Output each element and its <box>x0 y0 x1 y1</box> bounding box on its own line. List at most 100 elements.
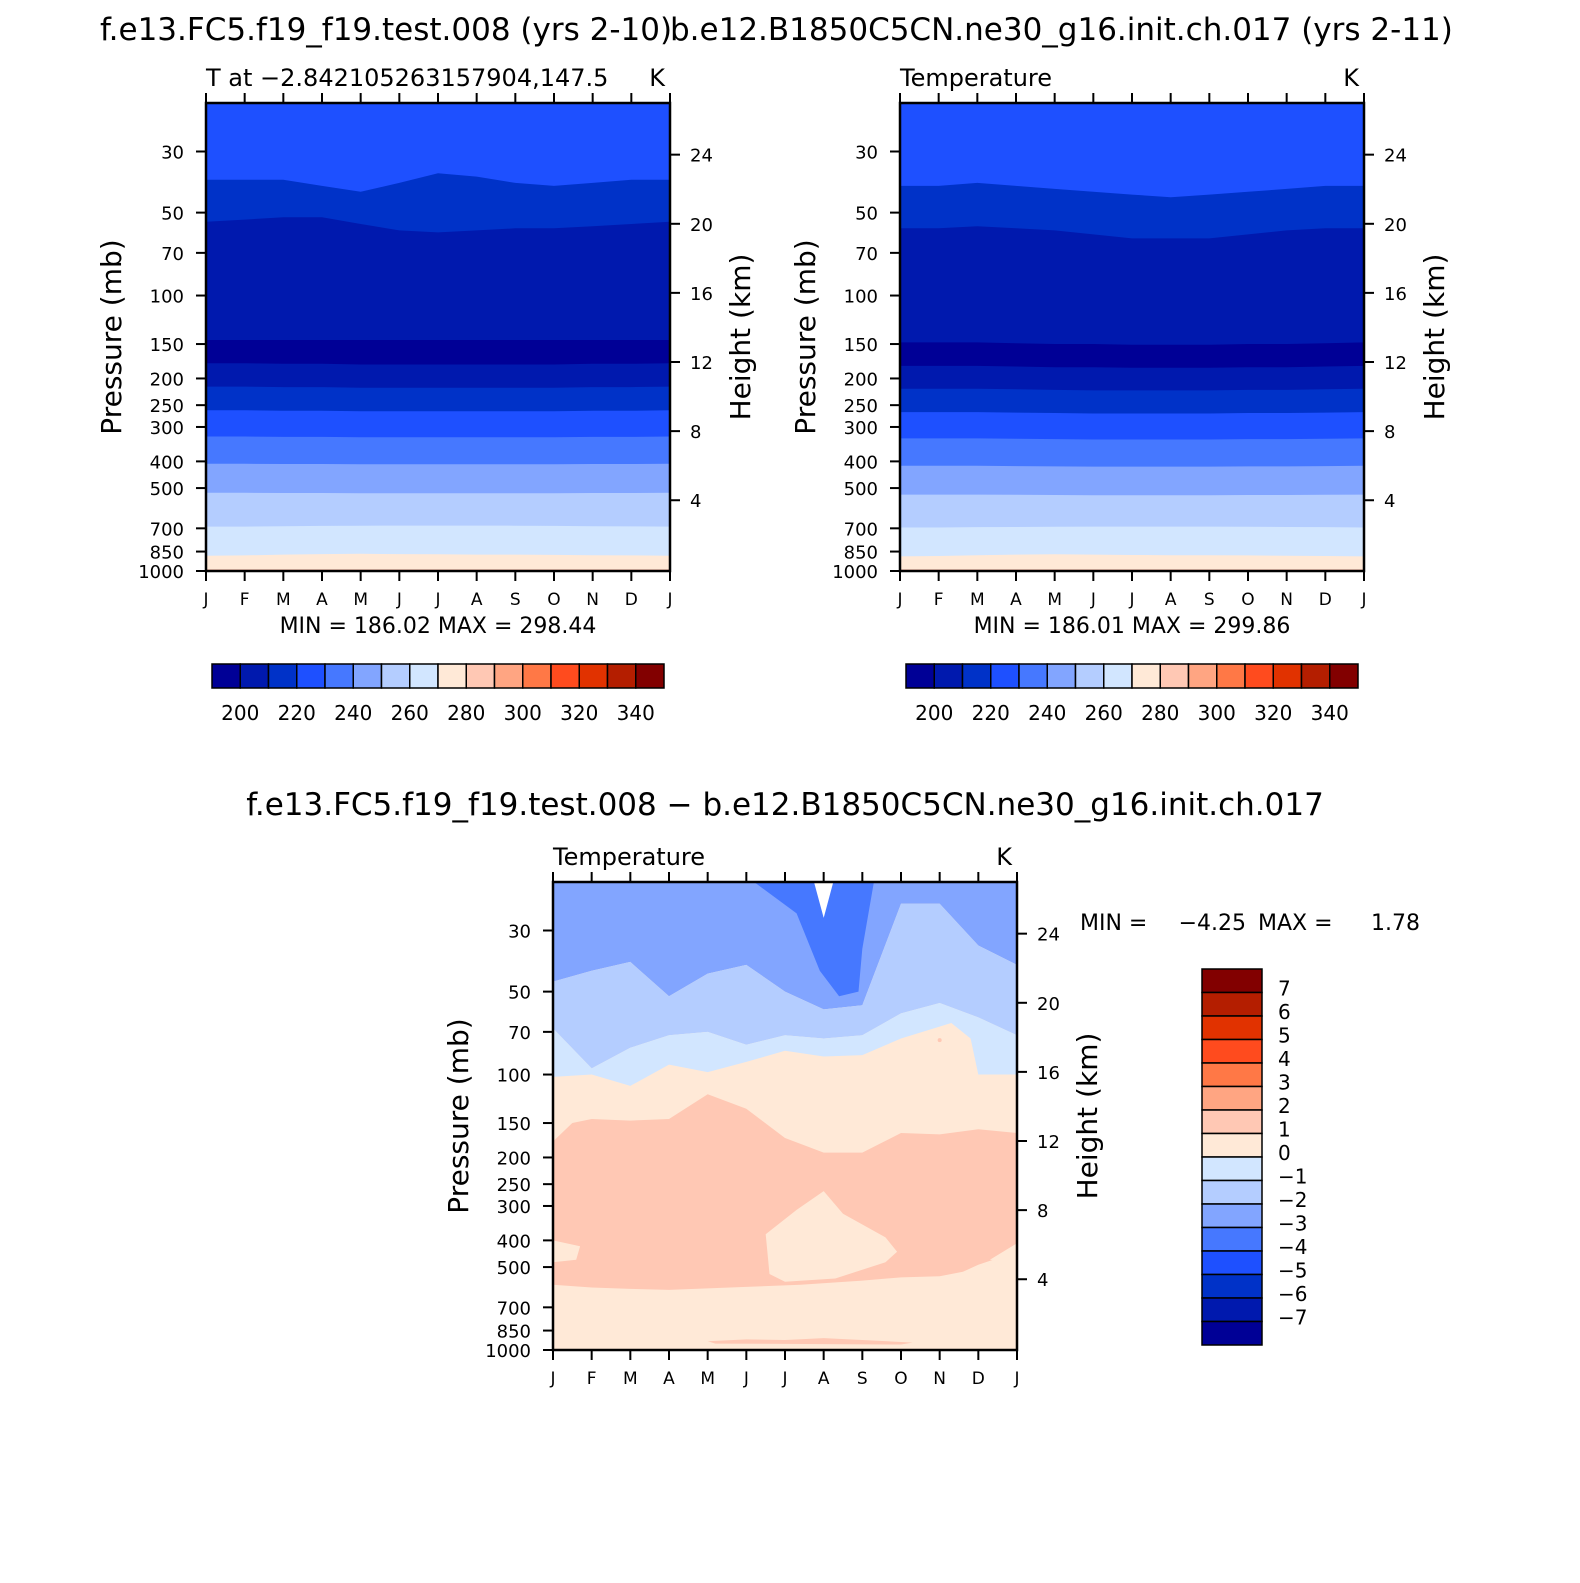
stats-max-value-2: 1.78 <box>1371 911 1420 936</box>
diff-band-m1to0 <box>553 1003 1017 1086</box>
x-tick-label-0-12: J <box>666 590 672 610</box>
x-tick-label-2-0: J <box>549 1369 555 1389</box>
y-tick-label-2-11: 850 <box>497 1322 531 1343</box>
y-tick-label-0-9: 500 <box>150 479 184 500</box>
x-tick-label-2-9: O <box>894 1369 907 1389</box>
label-bar-box-1-2 <box>961 663 992 689</box>
diff-label-bar-box-9 <box>1201 1179 1263 1205</box>
diff-band-m2to-m1 <box>553 903 1017 1069</box>
label-bar-box-1-1 <box>933 663 964 689</box>
x-tick-label-0-5: J <box>396 590 402 610</box>
height-tick-label-0-1: 20 <box>690 215 713 236</box>
label-bar-box-1-4 <box>1018 663 1048 689</box>
height-tick-label-2-0: 24 <box>1037 925 1060 946</box>
label-bar-label-0-3: 260 <box>391 701 429 725</box>
y-tick-label-1-1: 50 <box>855 204 878 225</box>
y-tick-label-0-12: 1000 <box>138 562 184 583</box>
height-tick-label-0-5: 4 <box>690 491 701 512</box>
y-tick-label-0-8: 400 <box>150 452 184 473</box>
diff-label-bar-box-15 <box>1201 1320 1263 1346</box>
x-tick-label-1-0: J <box>896 590 902 610</box>
x-tick-label-1-11: D <box>1319 590 1332 610</box>
x-tick-label-2-1: F <box>587 1369 597 1389</box>
label-bar-label-0-2: 240 <box>334 701 372 725</box>
diff-label-bar-label-13: −6 <box>1278 1282 1307 1306</box>
y-tick-label-1-4: 150 <box>844 335 878 356</box>
label-bar-box-0-5 <box>352 663 383 689</box>
label-bar-box-1-7 <box>1103 663 1133 689</box>
height-tick-label-0-4: 8 <box>690 422 701 443</box>
stats-text-0: MIN = 186.02 MAX = 298.44 <box>280 614 597 639</box>
label-bar-box-1-15 <box>1329 663 1359 689</box>
units-label-2: K <box>996 843 1013 871</box>
x-tick-label-0-4: M <box>353 590 368 610</box>
label-bar-box-1-13 <box>1272 663 1303 689</box>
diff-label-bar-label-2: 5 <box>1278 1024 1291 1048</box>
y-tick-label-0-6: 250 <box>150 396 184 417</box>
stats-text-1: MIN = 186.01 MAX = 299.86 <box>974 614 1291 639</box>
y-tick-label-2-8: 400 <box>497 1231 531 1252</box>
diff-band-m4to-m3 <box>754 882 874 997</box>
diff-label-bar-box-6 <box>1201 1109 1263 1135</box>
x-tick-label-2-2: M <box>623 1369 638 1389</box>
diff-band-m3to-m2 <box>553 882 1017 1010</box>
x-tick-label-0-11: D <box>625 590 638 610</box>
y-tick-label-1-12: 1000 <box>832 562 878 583</box>
y-axis-label-1: Pressure (mb) <box>789 239 822 434</box>
contour-group-0 <box>206 103 670 571</box>
contour-group-1 <box>900 103 1364 571</box>
y-tick-label-0-1: 50 <box>161 204 184 225</box>
x-tick-label-2-4: M <box>700 1369 715 1389</box>
diff-band-0to1-pocket <box>765 1191 898 1282</box>
x-tick-label-1-2: M <box>970 590 985 610</box>
label-bar-box-0-11 <box>522 663 552 689</box>
x-tick-label-2-5: J <box>743 1369 749 1389</box>
label-bar-box-0-6 <box>380 663 411 689</box>
diff-label-bar-label-7: 0 <box>1278 1141 1291 1165</box>
height-tick-label-0-0: 24 <box>690 146 713 167</box>
diff-label-bar-box-12 <box>1201 1250 1263 1276</box>
x-tick-label-0-2: M <box>276 590 291 610</box>
label-bar-box-0-7 <box>409 663 439 689</box>
label-bar-label-1-5: 300 <box>1198 701 1236 725</box>
x-tick-label-2-12: J <box>1013 1369 1019 1389</box>
units-label-0: K <box>649 64 666 92</box>
height-axis-label-1: Height (km) <box>1418 254 1451 421</box>
y-tick-label-2-10: 700 <box>497 1298 531 1319</box>
y-tick-label-2-3: 100 <box>497 1066 531 1087</box>
panel-title-0: f.e13.FC5.f19_f19.test.008 (yrs 2-10) <box>100 12 672 48</box>
x-tick-label-1-1: F <box>934 590 944 610</box>
y-axis-label-2: Pressure (mb) <box>442 1018 475 1213</box>
y-tick-label-2-9: 500 <box>497 1258 531 1279</box>
diff-label-bar-box-8 <box>1201 1156 1263 1182</box>
diff-label-bar-label-0: 7 <box>1278 977 1291 1001</box>
diff-label-bar-label-14: −7 <box>1278 1306 1307 1330</box>
x-tick-label-0-3: A <box>316 590 328 610</box>
diff-label-bar-label-9: −2 <box>1278 1188 1307 1212</box>
diff-label-bar-box-4 <box>1201 1062 1263 1088</box>
height-tick-label-2-4: 8 <box>1037 1201 1048 1222</box>
diff-label-bar-label-3: 4 <box>1278 1047 1291 1071</box>
units-label-1: K <box>1343 64 1360 92</box>
x-tick-label-2-7: A <box>818 1369 830 1389</box>
y-tick-label-0-7: 300 <box>150 418 184 439</box>
label-bar-box-0-15 <box>635 663 665 689</box>
label-bar-label-0-5: 300 <box>504 701 542 725</box>
height-tick-label-1-1: 20 <box>1384 215 1407 236</box>
x-tick-label-0-10: N <box>586 590 599 610</box>
contour-band-0-10 <box>206 553 670 571</box>
x-tick-label-1-7: A <box>1165 590 1177 610</box>
x-tick-label-2-11: D <box>972 1369 985 1389</box>
diff-point-marker <box>937 1038 942 1043</box>
x-tick-label-0-1: F <box>240 590 250 610</box>
y-tick-label-1-8: 400 <box>844 452 878 473</box>
height-tick-label-1-4: 8 <box>1384 422 1395 443</box>
x-tick-label-1-3: A <box>1010 590 1022 610</box>
stats-max-label-2: MAX = <box>1258 911 1333 936</box>
label-bar-box-1-3 <box>990 663 1020 689</box>
diff-label-bar-label-8: −1 <box>1278 1165 1307 1189</box>
y-tick-label-2-0: 30 <box>508 922 531 943</box>
x-tick-label-0-6: J <box>434 590 440 610</box>
label-bar-box-0-9 <box>465 663 496 689</box>
label-bar-label-0-1: 220 <box>278 701 316 725</box>
